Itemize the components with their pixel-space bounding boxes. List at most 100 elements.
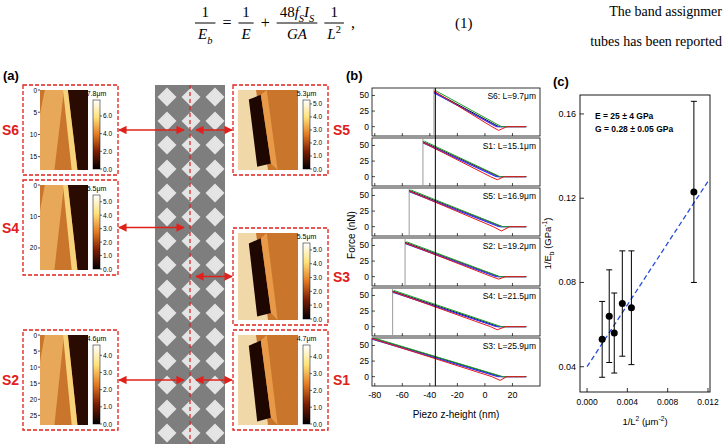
error-cap bbox=[628, 250, 634, 251]
subplot-title: S6: L=9.7μm bbox=[487, 91, 536, 101]
plot-frame bbox=[372, 88, 540, 136]
colorbar-tick bbox=[100, 424, 102, 425]
y-tick-label: 0 bbox=[364, 322, 369, 332]
afm-image bbox=[238, 233, 298, 320]
inset-frame bbox=[23, 180, 118, 275]
colorbar-tick bbox=[310, 103, 312, 104]
colorbar-tick-label: 3.0 bbox=[313, 370, 322, 377]
denominator: E bbox=[240, 26, 250, 42]
text-run: ) bbox=[542, 218, 553, 221]
afm-image bbox=[40, 185, 88, 270]
colorbar-tick-label: 2.0 bbox=[313, 288, 322, 295]
image-tick-label: 10 bbox=[30, 131, 38, 138]
image-tick bbox=[38, 335, 40, 336]
colorbar-tick bbox=[100, 169, 102, 170]
x-tick bbox=[457, 183, 458, 186]
error-cap bbox=[611, 293, 617, 294]
colorbar bbox=[93, 345, 100, 424]
image-tick-label: 15 bbox=[30, 153, 38, 160]
image-tick-label: 20 bbox=[30, 396, 38, 403]
y-tick bbox=[372, 295, 375, 296]
text-run: 1/L bbox=[622, 416, 635, 427]
y-tick-label: 25 bbox=[360, 356, 370, 366]
y-tick-label: 50 bbox=[360, 340, 370, 350]
x-tick bbox=[429, 333, 430, 336]
plot-frame bbox=[372, 288, 540, 336]
subplot-title: S4: L=21.5μm bbox=[483, 291, 536, 301]
x-tick bbox=[484, 183, 485, 186]
x-tick bbox=[374, 333, 375, 336]
colorbar-tick bbox=[100, 255, 102, 256]
image-tick bbox=[38, 134, 40, 135]
x-tick-label: -80 bbox=[368, 390, 381, 400]
image-tick bbox=[38, 185, 40, 186]
image-tick-label: 10 bbox=[30, 213, 38, 220]
colorbar-tick-label: 3.0 bbox=[103, 225, 112, 232]
x-tick bbox=[512, 183, 513, 186]
image-tick-label: 5 bbox=[33, 109, 37, 116]
x-tick bbox=[484, 233, 485, 236]
y-axis-title: Force (nN) bbox=[346, 211, 357, 259]
x-tick bbox=[457, 383, 458, 386]
y-tick bbox=[372, 126, 375, 127]
x-tick bbox=[484, 333, 485, 336]
colorbar-tick bbox=[310, 277, 312, 278]
colorbar-tick-label: 6.0 bbox=[103, 112, 112, 119]
image-tick bbox=[38, 112, 40, 113]
colorbar bbox=[303, 100, 310, 169]
location-arrow bbox=[119, 379, 184, 380]
image-tick-label: 5 bbox=[33, 348, 37, 355]
x-tick bbox=[484, 383, 485, 386]
colorbar-tick bbox=[100, 269, 102, 270]
x-tick-label: 0.012 bbox=[697, 397, 719, 407]
y-tick-label: 50 bbox=[360, 290, 370, 300]
y-tick bbox=[372, 111, 375, 112]
inset-frame bbox=[23, 85, 118, 175]
afm-surface bbox=[40, 335, 64, 425]
subplot-title: S5: L=16.9μm bbox=[483, 191, 536, 201]
image-tick bbox=[38, 90, 40, 91]
colorbar-tick-label: 1.0 bbox=[313, 302, 322, 309]
fraction-bar bbox=[324, 23, 344, 24]
breakthrough-line bbox=[433, 88, 434, 136]
y-tick bbox=[372, 176, 375, 177]
panel-label: (c) bbox=[553, 74, 569, 89]
x-tick bbox=[429, 283, 430, 286]
y-tick-label: 0 bbox=[364, 222, 369, 232]
plot-frame bbox=[372, 238, 540, 286]
sample-label: S4 bbox=[2, 220, 19, 236]
subplot-title: S1: L=15.1μm bbox=[483, 141, 536, 151]
data-point bbox=[606, 313, 613, 320]
y-tick bbox=[372, 226, 375, 227]
error-cap bbox=[606, 362, 612, 363]
reference-line bbox=[435, 88, 436, 386]
force-subplot: 02550S3: L=25.9μm bbox=[360, 337, 540, 386]
plot-frame bbox=[372, 138, 540, 186]
x-tick bbox=[374, 283, 375, 286]
afm-edge bbox=[261, 233, 278, 320]
panel-label: (a) bbox=[3, 68, 19, 83]
x-tick bbox=[457, 333, 458, 336]
y-tick bbox=[580, 198, 584, 199]
x-tick-label: -40 bbox=[423, 390, 436, 400]
y-tick bbox=[372, 145, 375, 146]
y-tick bbox=[372, 161, 375, 162]
numerator: 1 bbox=[242, 4, 250, 20]
text-run: 2 bbox=[336, 24, 341, 35]
afm-inset: 0510150.02.04.06.07.8μm bbox=[23, 85, 118, 175]
colorbar-tick-label: 4.0 bbox=[103, 352, 112, 359]
body-text: tubes has been reported bbox=[590, 34, 722, 49]
y-tick bbox=[372, 261, 375, 262]
y-tick-label: 0 bbox=[364, 372, 369, 382]
error-cap bbox=[628, 364, 634, 365]
y-tick-label: 25 bbox=[360, 156, 370, 166]
afm-edge bbox=[261, 335, 278, 425]
colorbar-tick bbox=[310, 155, 312, 156]
afm-edge bbox=[63, 335, 77, 425]
y-tick bbox=[372, 245, 375, 246]
y-tick bbox=[372, 326, 375, 327]
colorbar-max-label: 4.7μm bbox=[297, 335, 317, 343]
colorbar-tick-label: 4.0 bbox=[313, 260, 322, 267]
force-subplot: 02550S1: L=15.1μm bbox=[360, 138, 540, 186]
afm-inset: 05101520250.01.02.03.04.04.6μm bbox=[23, 330, 118, 430]
